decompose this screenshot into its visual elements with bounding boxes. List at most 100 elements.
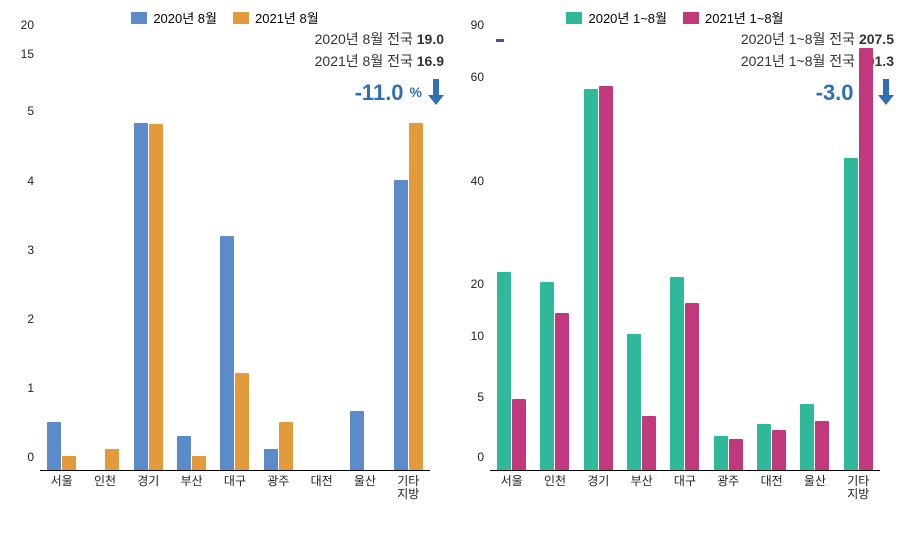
bar-group — [40, 39, 83, 470]
x-label: 대전 — [750, 471, 793, 499]
x-label: 광주 — [707, 471, 750, 499]
y-tick: 2 — [27, 312, 34, 326]
y-tick: 0 — [477, 450, 484, 464]
bar-group — [213, 39, 256, 470]
y-tick: 15 — [21, 47, 34, 61]
legend-item: 2021년 1~8월 — [683, 8, 784, 27]
x-label: 울산 — [793, 471, 836, 499]
bar — [729, 439, 743, 470]
x-label: 기타 지방 — [837, 471, 880, 499]
legend-item: 2020년 8월 — [131, 8, 217, 27]
bar — [350, 411, 364, 470]
swatch — [683, 12, 699, 24]
left-chart-area: 0123451520 서울인천경기부산대구광주대전울산기타 지방 — [40, 39, 430, 499]
legend-label: 2021년 8월 — [255, 8, 319, 27]
bar — [584, 89, 598, 470]
bar-group — [620, 39, 663, 470]
y-axis: 0123451520 — [10, 39, 38, 471]
arrow-down-icon — [428, 79, 444, 105]
bar — [134, 123, 148, 470]
bars — [490, 39, 880, 470]
x-axis: 서울인천경기부산대구광주대전울산기타 지방 — [490, 471, 880, 499]
right-legend: 2020년 1~8월 2021년 1~8월 — [460, 8, 890, 27]
x-label: 대구 — [663, 471, 706, 499]
y-tick: 0 — [27, 450, 34, 464]
bar-group — [750, 39, 793, 470]
bar — [394, 180, 408, 470]
bar — [235, 373, 249, 470]
bar — [555, 313, 569, 470]
bar-group — [170, 39, 213, 470]
y-tick: 60 — [471, 70, 484, 84]
bar-group — [127, 39, 170, 470]
x-label: 경기 — [127, 471, 170, 499]
bar — [815, 421, 829, 470]
bar — [772, 430, 786, 470]
bar-group — [533, 39, 576, 470]
bar — [512, 399, 526, 470]
bar — [264, 449, 278, 470]
left-legend: 2020년 8월 2021년 8월 — [10, 8, 440, 27]
swatch — [131, 12, 147, 24]
bar-group — [490, 39, 533, 470]
y-tick: 4 — [27, 174, 34, 188]
plot — [490, 39, 880, 471]
swatch — [233, 12, 249, 24]
bar — [599, 86, 613, 470]
x-label: 경기 — [577, 471, 620, 499]
y-tick: 20 — [471, 277, 484, 291]
arrow-down-icon — [878, 79, 894, 105]
x-label: 광주 — [257, 471, 300, 499]
x-label: 부산 — [620, 471, 663, 499]
accent-marker — [496, 39, 504, 42]
bar — [714, 436, 728, 470]
bar-group — [257, 39, 300, 470]
bar — [279, 422, 293, 470]
bar-group — [300, 39, 343, 470]
y-tick: 1 — [27, 381, 34, 395]
y-tick: 5 — [477, 390, 484, 404]
bar — [177, 436, 191, 470]
y-tick: 20 — [21, 18, 34, 32]
bar — [844, 158, 858, 470]
x-label: 대구 — [213, 471, 256, 499]
bar — [105, 449, 119, 470]
bar — [627, 334, 641, 470]
legend-label: 2020년 8월 — [153, 8, 217, 27]
bar — [220, 236, 234, 470]
bar — [47, 422, 61, 470]
x-label: 기타 지방 — [387, 471, 430, 499]
bar — [540, 282, 554, 470]
bar — [642, 416, 656, 470]
plot — [40, 39, 430, 471]
bar — [497, 272, 511, 470]
legend-item: 2020년 1~8월 — [566, 8, 667, 27]
bar-group — [663, 39, 706, 470]
bar-group — [793, 39, 836, 470]
bar — [192, 456, 206, 470]
x-label: 부산 — [170, 471, 213, 499]
bar — [670, 277, 684, 470]
bars — [40, 39, 430, 470]
left-chart-panel: 2020년 8월 2021년 8월 2020년 8월 전국 19.0 2021년… — [0, 0, 450, 551]
y-tick: 90 — [471, 18, 484, 32]
legend-item: 2021년 8월 — [233, 8, 319, 27]
y-axis: 051020406090 — [460, 39, 488, 471]
y-tick: 40 — [471, 174, 484, 188]
x-label: 울산 — [343, 471, 386, 499]
bar — [409, 123, 423, 470]
legend-label: 2020년 1~8월 — [588, 8, 667, 27]
bar — [149, 124, 163, 470]
bar-group — [343, 39, 386, 470]
y-tick: 3 — [27, 243, 34, 257]
right-chart-area: 051020406090 서울인천경기부산대구광주대전울산기타 지방 — [490, 39, 880, 499]
bar-group — [387, 39, 430, 470]
x-label: 서울 — [40, 471, 83, 499]
x-label: 인천 — [83, 471, 126, 499]
y-tick: 10 — [471, 329, 484, 343]
swatch — [566, 12, 582, 24]
legend-label: 2021년 1~8월 — [705, 8, 784, 27]
bar-group — [707, 39, 750, 470]
bar — [800, 404, 814, 470]
x-label: 대전 — [300, 471, 343, 499]
